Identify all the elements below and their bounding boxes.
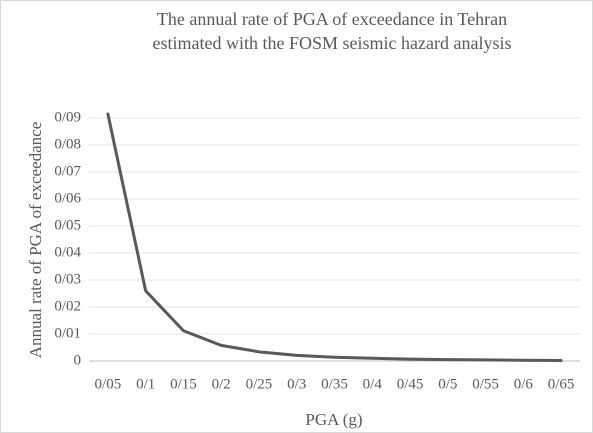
y-tick-label: 0/03 <box>54 271 81 287</box>
x-tick-label: 0/5 <box>438 376 457 392</box>
x-tick-label: 0/4 <box>363 376 383 392</box>
x-tick-label: 0/1 <box>136 376 155 392</box>
chart-title: estimated with the FOSM seismic hazard a… <box>153 33 512 53</box>
y-tick-label: 0/07 <box>54 163 81 179</box>
x-tick-label: 0/15 <box>170 376 197 392</box>
x-tick-label: 0/6 <box>514 376 534 392</box>
y-tick-label: 0/04 <box>54 244 81 260</box>
y-tick-label: 0/01 <box>54 325 81 341</box>
y-tick-label: 0/09 <box>54 109 81 125</box>
x-tick-label: 0/2 <box>212 376 231 392</box>
x-tick-label: 0/05 <box>95 376 122 392</box>
y-tick-label: 0 <box>74 352 82 368</box>
y-tick-label: 0/08 <box>54 136 81 152</box>
y-tick-label: 0/02 <box>54 298 81 314</box>
x-tick-label: 0/65 <box>548 376 575 392</box>
x-axis-title: PGA (g) <box>305 410 362 429</box>
x-tick-label: 0/3 <box>287 376 306 392</box>
x-tick-label: 0/55 <box>472 376 499 392</box>
y-tick-label: 0/05 <box>54 217 81 233</box>
x-tick-label: 0/35 <box>321 376 348 392</box>
x-tick-label: 0/25 <box>246 376 273 392</box>
chart-title: The annual rate of PGA of exceedance in … <box>157 9 507 29</box>
y-axis-title: Annual rate of PGA of exceedance <box>26 122 45 358</box>
line-series <box>106 112 563 362</box>
x-tick-label: 0/45 <box>397 376 424 392</box>
y-tick-label: 0/06 <box>54 190 81 206</box>
